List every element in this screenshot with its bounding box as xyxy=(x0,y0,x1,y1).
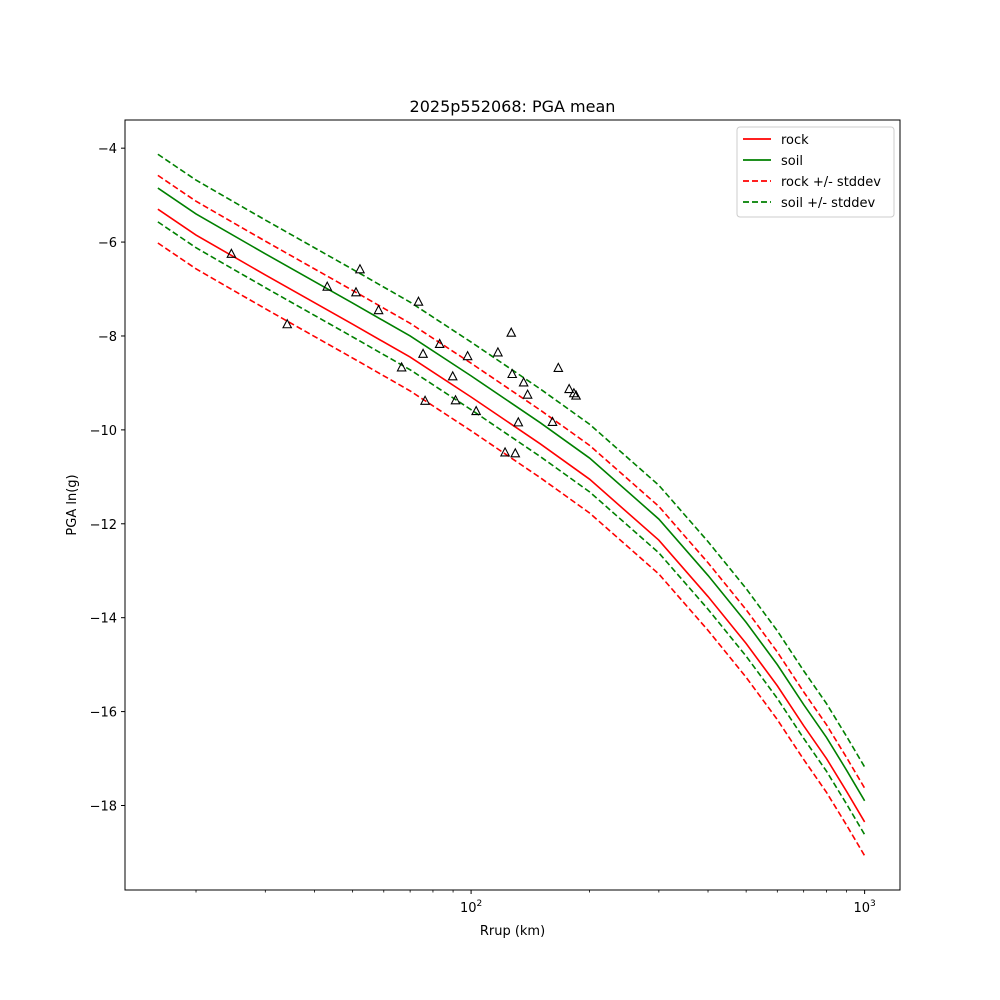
legend-label: rock xyxy=(781,133,809,148)
observation-marker xyxy=(568,387,580,398)
observation-marker xyxy=(570,389,582,400)
x-tick-label: 102 xyxy=(460,899,482,916)
y-tick-label: −8 xyxy=(98,330,117,345)
series-line-2 xyxy=(157,174,866,789)
observation-marker xyxy=(434,338,445,349)
series-line-1 xyxy=(157,187,866,802)
observation-marker xyxy=(499,446,511,457)
observation-marker xyxy=(447,370,458,381)
series-layer xyxy=(157,153,866,857)
y-tick-label: −14 xyxy=(90,612,117,627)
series-line-3 xyxy=(157,242,866,857)
x-axis-label: Rrup (km) xyxy=(480,924,545,939)
observation-marker xyxy=(373,304,384,315)
observation-marker xyxy=(564,383,575,394)
legend-label: soil +/- stddev xyxy=(781,196,876,211)
y-axis: −4 −6 −8 −10 −12 −14 −16 −18 xyxy=(90,142,125,814)
y-tick-label: −12 xyxy=(90,518,117,533)
observation-marker xyxy=(507,368,518,379)
observation-marker xyxy=(547,416,558,426)
legend: rock soil rock +/- stddev soil +/- stddev xyxy=(736,126,895,218)
observation-marker xyxy=(417,348,429,358)
chart-title: 2025p552068: PGA mean xyxy=(410,97,616,116)
observation-marker xyxy=(492,346,504,357)
observation-marker xyxy=(553,362,564,372)
observation-marker xyxy=(350,286,362,297)
observation-marker xyxy=(518,376,529,387)
x-tick-label: 103 xyxy=(853,899,875,916)
y-tick-label: −16 xyxy=(90,706,117,721)
observation-marker xyxy=(471,405,482,416)
observation-marker xyxy=(510,447,521,458)
observations-layer xyxy=(226,248,582,458)
series-line-5 xyxy=(157,221,866,836)
observation-marker xyxy=(282,318,293,329)
observation-marker xyxy=(522,388,533,399)
observation-marker xyxy=(462,350,473,361)
y-tick-label: −18 xyxy=(90,799,117,814)
legend-label: soil xyxy=(781,154,803,169)
series-line-4 xyxy=(157,153,866,768)
observation-marker xyxy=(322,280,333,291)
observation-marker xyxy=(419,395,431,405)
y-tick-label: −4 xyxy=(98,142,117,157)
observation-marker xyxy=(396,361,407,372)
observation-marker xyxy=(226,248,237,258)
plot-frame xyxy=(124,119,901,891)
observation-marker xyxy=(450,394,461,405)
y-tick-label: −10 xyxy=(90,424,117,439)
observation-marker xyxy=(354,263,366,274)
legend-box xyxy=(736,126,895,218)
observation-marker xyxy=(413,296,424,306)
observation-marker xyxy=(513,416,524,427)
legend-label: rock +/- stddev xyxy=(781,175,881,190)
y-axis-label: PGA ln(g) xyxy=(65,474,80,535)
series-line-0 xyxy=(157,208,866,823)
y-tick-label: −6 xyxy=(98,236,117,251)
x-axis: 102 103 xyxy=(195,890,876,916)
observation-marker xyxy=(506,327,517,337)
